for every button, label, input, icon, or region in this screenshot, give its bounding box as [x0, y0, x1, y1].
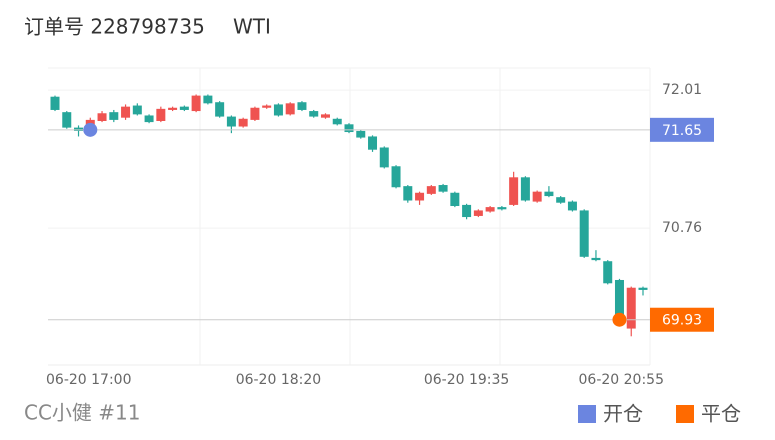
price-tag: [650, 117, 714, 142]
candle-body: [121, 106, 131, 118]
price-tag: [650, 307, 714, 332]
candle-body: [285, 103, 295, 115]
candle-body: [179, 106, 189, 110]
candle-body: [603, 261, 613, 284]
candle-body: [168, 107, 178, 110]
trade-marker: [83, 122, 98, 137]
legend-label: 开仓: [603, 402, 643, 426]
candle-body: [403, 186, 413, 201]
candle-body: [368, 136, 378, 150]
candle-body: [520, 177, 530, 201]
price-tag-label: 69.93: [662, 313, 702, 329]
candle-body: [320, 114, 330, 118]
candle-body: [567, 201, 577, 211]
candle-body: [497, 207, 507, 210]
x-tick-label: 06-20 17:00: [46, 372, 131, 388]
candle-body: [50, 96, 60, 110]
candle-body: [74, 127, 84, 131]
candle-body: [556, 197, 566, 203]
candle-body: [591, 257, 601, 261]
trade-marker: [612, 312, 627, 327]
symbol: WTI: [233, 15, 271, 39]
legend-label: 平仓: [701, 402, 741, 426]
price-tag-label: 71.65: [662, 123, 702, 139]
x-tick-label: 06-20 19:35: [424, 372, 509, 388]
candle-body: [309, 111, 319, 117]
candle-body: [415, 192, 425, 201]
candle-body: [426, 186, 436, 194]
candle-body: [97, 113, 107, 121]
legend-swatch: [578, 405, 596, 423]
candle-body: [215, 102, 225, 117]
candle-body: [579, 210, 589, 257]
candle-body: [203, 95, 213, 104]
candle-body: [344, 124, 354, 133]
candle-body: [250, 107, 260, 120]
chart-title: 订单号 228798735: [24, 15, 205, 39]
candle-body: [332, 118, 342, 125]
candle-body: [226, 116, 236, 127]
x-tick-label: 06-20 20:55: [579, 372, 664, 388]
candle-body: [238, 118, 248, 127]
candle-body: [191, 95, 201, 112]
watermark: CC小健 #11: [24, 401, 141, 425]
candle-body: [62, 112, 72, 128]
candle-body: [356, 130, 366, 138]
candle-body: [297, 102, 307, 110]
candle-body: [262, 105, 272, 108]
candle-body: [391, 166, 401, 188]
candle-body: [109, 112, 119, 120]
candle-body: [626, 287, 636, 329]
candle-body: [156, 108, 166, 121]
y-tick-label: 70.76: [662, 220, 702, 236]
legend-swatch: [676, 405, 694, 423]
candle-body: [462, 204, 472, 218]
x-tick-label: 06-20 18:20: [236, 372, 321, 388]
candle-body: [532, 191, 542, 202]
candle-body: [638, 287, 648, 290]
candle-body: [473, 210, 483, 216]
candle-body: [379, 147, 389, 168]
candle-body: [144, 115, 154, 123]
candle-body: [450, 192, 460, 207]
candle-body: [485, 207, 495, 212]
candle-body: [614, 279, 624, 320]
candle-body: [509, 177, 519, 205]
y-tick-label: 72.01: [662, 82, 702, 98]
candle-body: [544, 191, 554, 197]
candle-body: [132, 105, 142, 115]
candle-body: [438, 185, 448, 192]
candle-body: [273, 104, 283, 116]
